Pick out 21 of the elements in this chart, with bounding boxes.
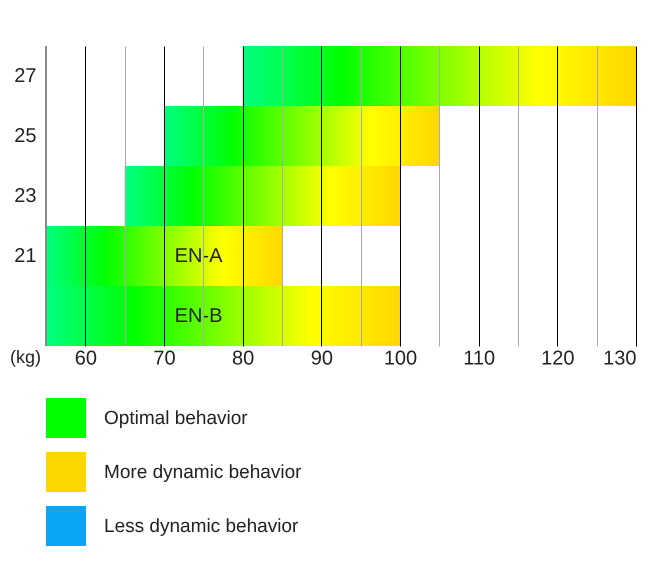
y-tick-label: 25 [14,125,36,147]
x-tick-label: 60 [74,348,97,370]
bar [46,286,400,346]
x-tick-label: 100 [384,348,418,370]
y-tick-label: 23 [14,185,36,207]
x-tick-label: 110 [463,348,496,370]
legend-label: More dynamic behavior [104,462,302,483]
legend-label: Optimal behavior [104,408,248,429]
bar [124,166,400,226]
x-tick-label: 90 [310,348,333,370]
x-tick-label: 130 [603,348,636,370]
bar [242,46,636,106]
y-tick-label: 27 [14,65,36,87]
x-axis-title: (kg) [10,347,41,367]
y-tick-label: 21 [14,245,36,267]
x-tick-label: 80 [232,348,254,370]
bar [164,106,440,166]
bar [46,226,282,286]
x-tick-label: 120 [541,348,575,370]
x-tick-label: 70 [153,348,176,370]
legend-label: Less dynamic behavior [104,516,299,537]
